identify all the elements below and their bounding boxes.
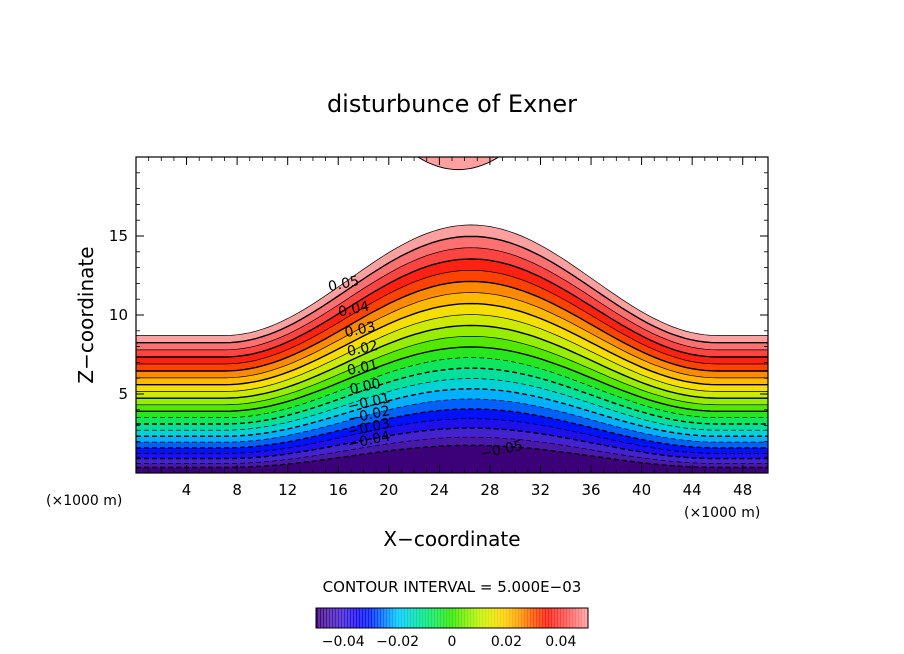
- contour-line: [136, 235, 768, 344]
- contour-label: 0.05: [327, 273, 361, 295]
- contour-line: [136, 357, 768, 419]
- x-tick-label: 32: [531, 481, 550, 499]
- contour-line: [136, 314, 768, 392]
- colorbar-gradient: [316, 608, 588, 628]
- contour-label: 0.02: [346, 338, 380, 360]
- contour-line: [136, 247, 768, 351]
- x-tick-label: 12: [278, 481, 297, 499]
- x-tick-label: 24: [430, 481, 449, 499]
- x-unit-right: (×1000 m): [684, 505, 760, 521]
- y-tick-label: 10: [109, 306, 128, 324]
- contour-line: [136, 269, 768, 365]
- contour-lines: [136, 224, 768, 469]
- plot-area: 0.050.040.030.020.010.00−0.01−0.02−0.03−…: [109, 156, 769, 499]
- contour-line: [136, 367, 768, 425]
- colorbar: −0.04 −0.02 0 0.02 0.04: [315, 607, 589, 650]
- contour-line: [136, 258, 768, 358]
- contour-line: [136, 346, 768, 412]
- y-axis-label: Z−coordinate: [74, 246, 98, 383]
- colorbar-tick-label: 0.02: [491, 634, 522, 650]
- x-tick-label: 20: [379, 481, 398, 499]
- contour-line: [136, 436, 768, 464]
- contour-line: [136, 388, 768, 437]
- colorbar-tick-label: −0.04: [322, 634, 365, 650]
- contour-line: [136, 408, 768, 449]
- x-tick-label: 28: [480, 481, 499, 499]
- x-tick-label: 8: [232, 481, 242, 499]
- contour-line: [136, 335, 768, 406]
- colorbar-tick-label: 0: [448, 634, 457, 650]
- y-tick-label: 5: [118, 385, 128, 403]
- colorbar-tick-label: −0.02: [376, 634, 419, 650]
- contour-line: [136, 302, 768, 386]
- x-tick-label: 44: [683, 481, 702, 499]
- contour-band: [136, 445, 768, 473]
- x-axis-label: X−coordinate: [383, 527, 520, 551]
- contour-line: [136, 398, 768, 443]
- contour-label: 0.04: [337, 298, 371, 320]
- contour-label: 0.03: [343, 319, 377, 341]
- x-unit-left: (×1000 m): [46, 493, 122, 509]
- x-tick-label: 40: [632, 481, 651, 499]
- x-tick-label: 48: [733, 481, 752, 499]
- colorbar-tick-label: 0.04: [545, 634, 576, 650]
- top-cap-region: [416, 157, 500, 171]
- contour-line: [136, 280, 768, 372]
- contour-line: [136, 444, 768, 469]
- colorbar-labels: −0.04 −0.02 0 0.02 0.04: [322, 634, 577, 650]
- chart-title: disturbunce of Exner: [327, 90, 577, 118]
- colorbar-stripes: [318, 608, 587, 628]
- contour-line: [136, 418, 768, 454]
- y-tick-label: 15: [109, 227, 128, 245]
- contour-line: [136, 224, 768, 336]
- contour-line: [136, 427, 768, 460]
- contour-interval-text: CONTOUR INTERVAL = 5.000E−03: [323, 578, 582, 596]
- contour-line: [136, 378, 768, 431]
- contour-label: 0.00: [348, 376, 382, 398]
- contour-label: 0.01: [346, 357, 380, 379]
- x-tick-label: 4: [182, 481, 192, 499]
- contour-line: [136, 292, 768, 379]
- contour-line: [136, 324, 768, 399]
- x-tick-label: 36: [581, 481, 600, 499]
- colorbar-frame: [315, 607, 589, 629]
- contour-labels: 0.050.040.030.020.010.00−0.01−0.02−0.03−…: [327, 273, 525, 462]
- x-tick-label: 16: [329, 481, 348, 499]
- contour-fill: [136, 157, 768, 473]
